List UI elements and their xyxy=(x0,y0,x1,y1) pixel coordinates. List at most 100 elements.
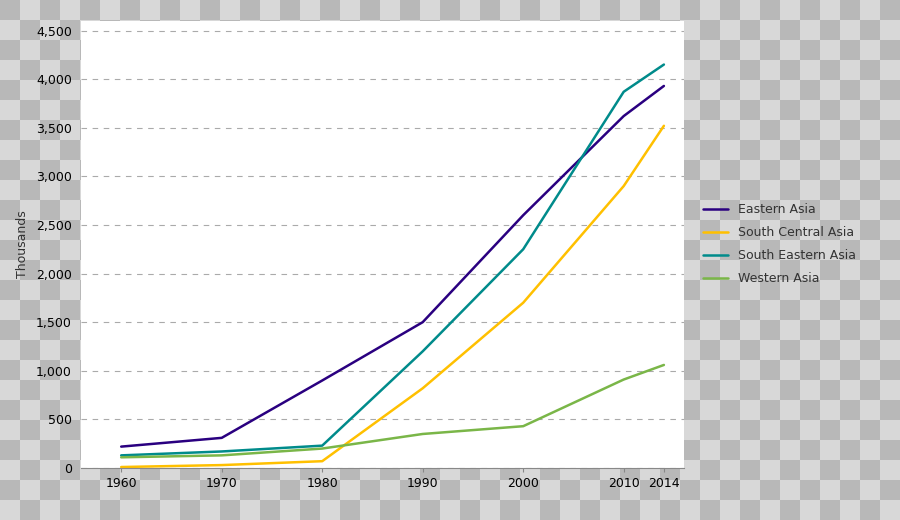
Bar xyxy=(540,80,560,100)
Bar xyxy=(100,40,120,60)
Bar xyxy=(180,120,200,140)
Bar xyxy=(620,460,640,480)
Bar xyxy=(240,220,260,240)
Bar xyxy=(520,220,540,240)
Bar xyxy=(580,120,600,140)
Bar xyxy=(140,500,160,520)
Bar xyxy=(760,360,780,380)
Bar xyxy=(160,400,180,420)
Bar xyxy=(700,500,720,520)
Bar xyxy=(80,500,100,520)
Bar xyxy=(60,280,80,300)
Bar xyxy=(380,120,400,140)
Eastern Asia xyxy=(418,319,428,326)
Bar xyxy=(260,320,280,340)
Bar xyxy=(620,420,640,440)
Bar xyxy=(200,460,220,480)
Bar xyxy=(740,360,760,380)
Line: Western Asia: Western Asia xyxy=(122,365,664,457)
Bar xyxy=(580,500,600,520)
Bar xyxy=(720,220,740,240)
Bar xyxy=(60,40,80,60)
Bar xyxy=(680,180,700,200)
Bar xyxy=(840,160,860,180)
Bar xyxy=(100,440,120,460)
Bar xyxy=(720,40,740,60)
Bar xyxy=(40,220,60,240)
Bar xyxy=(760,0,780,20)
Bar xyxy=(740,320,760,340)
Bar xyxy=(140,40,160,60)
Eastern Asia xyxy=(116,444,127,450)
Bar xyxy=(580,460,600,480)
Bar xyxy=(560,240,580,260)
Bar xyxy=(500,420,520,440)
Bar xyxy=(660,280,680,300)
Bar xyxy=(880,500,900,520)
Bar xyxy=(180,40,200,60)
Bar xyxy=(760,320,780,340)
Line: Eastern Asia: Eastern Asia xyxy=(122,86,664,447)
Bar xyxy=(520,100,540,120)
Bar xyxy=(640,400,660,420)
Bar xyxy=(520,440,540,460)
Bar xyxy=(680,100,700,120)
Bar xyxy=(140,120,160,140)
Bar xyxy=(200,140,220,160)
Bar xyxy=(240,320,260,340)
South Central Asia xyxy=(659,123,670,129)
Bar xyxy=(240,500,260,520)
Bar xyxy=(320,60,340,80)
Bar xyxy=(180,80,200,100)
Bar xyxy=(540,340,560,360)
Bar xyxy=(520,40,540,60)
Bar xyxy=(20,400,40,420)
Bar xyxy=(440,320,460,340)
Bar xyxy=(740,0,760,20)
Bar xyxy=(140,480,160,500)
Bar xyxy=(420,320,440,340)
Bar xyxy=(680,80,700,100)
Bar xyxy=(640,200,660,220)
Bar xyxy=(260,200,280,220)
Bar xyxy=(840,440,860,460)
Bar xyxy=(620,340,640,360)
Bar xyxy=(360,480,380,500)
Bar xyxy=(600,120,620,140)
Bar xyxy=(760,440,780,460)
Bar xyxy=(760,220,780,240)
Bar xyxy=(620,160,640,180)
Bar xyxy=(540,360,560,380)
Bar xyxy=(660,480,680,500)
Bar xyxy=(760,340,780,360)
Bar xyxy=(300,180,320,200)
Bar xyxy=(220,480,240,500)
Bar xyxy=(540,320,560,340)
Bar xyxy=(180,20,200,40)
Bar xyxy=(360,320,380,340)
Bar xyxy=(520,280,540,300)
Bar xyxy=(560,420,580,440)
Bar xyxy=(400,120,420,140)
Bar xyxy=(440,340,460,360)
Bar xyxy=(740,120,760,140)
Bar xyxy=(80,120,100,140)
Bar xyxy=(820,400,840,420)
Bar xyxy=(300,380,320,400)
Bar xyxy=(500,240,520,260)
Bar xyxy=(300,80,320,100)
Bar xyxy=(360,440,380,460)
Bar xyxy=(680,160,700,180)
Bar xyxy=(480,180,500,200)
Bar xyxy=(20,140,40,160)
Bar xyxy=(760,20,780,40)
Bar xyxy=(860,420,880,440)
Bar xyxy=(540,500,560,520)
Bar xyxy=(180,480,200,500)
Bar xyxy=(320,500,340,520)
Bar xyxy=(320,80,340,100)
Bar xyxy=(220,60,240,80)
Bar xyxy=(80,480,100,500)
Bar xyxy=(440,60,460,80)
Bar xyxy=(220,0,240,20)
